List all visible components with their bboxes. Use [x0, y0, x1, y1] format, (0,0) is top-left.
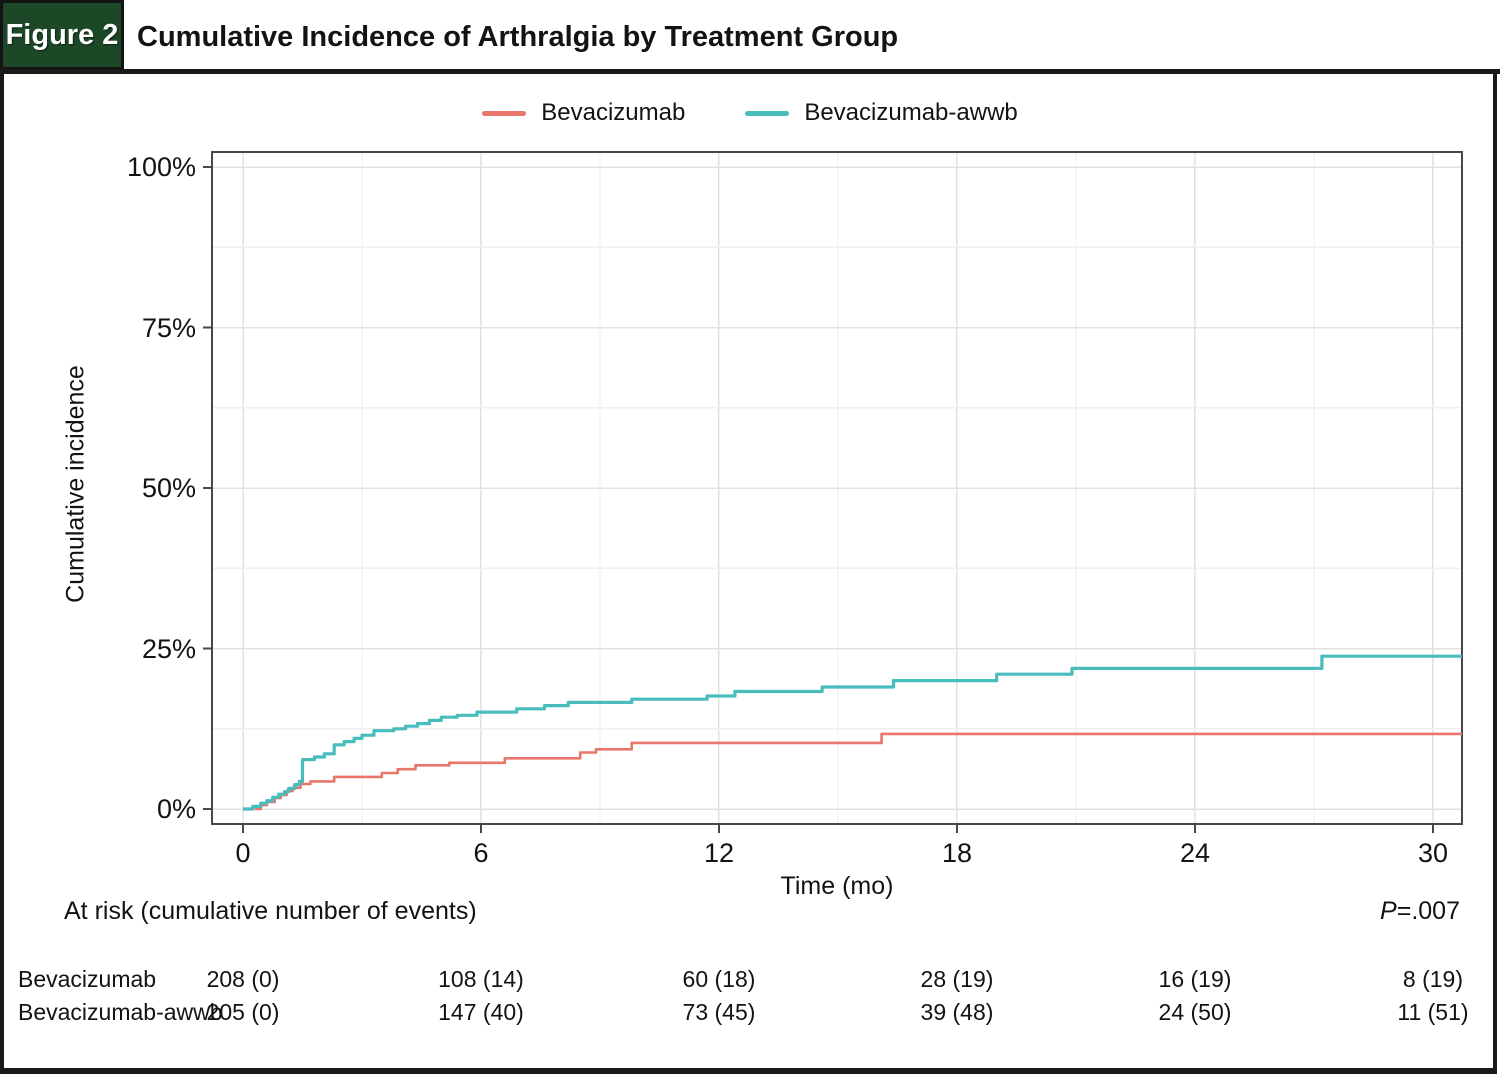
at-risk-cell-r2-t24: 24 (50) — [1158, 999, 1232, 1025]
at-risk-cell-r1-t0: 208 (0) — [206, 966, 280, 992]
y-tick-label-50: 50% — [141, 473, 196, 503]
x-tick-label-0: 0 — [235, 838, 251, 868]
axis-tick-marks — [203, 166, 1434, 833]
at-risk-row-label-2: Bevacizumab-awwb — [18, 999, 223, 1025]
legend-item-bevacizumab: Bevacizumab — [482, 99, 685, 127]
at-risk-cell-r1-t18: 28 (19) — [920, 966, 994, 992]
y-tick-label-0: 0% — [156, 794, 196, 824]
legend-item-bevacizumab-awwb: Bevacizumab-awwb — [745, 99, 1018, 127]
y-tick-label-75: 75% — [141, 312, 196, 343]
y-tick-label-25: 25% — [141, 633, 196, 664]
figure-border-left — [0, 69, 4, 1074]
at-risk-cell-r2-t12: 73 (45) — [682, 999, 756, 1025]
series-line-bevacizumab-awwb — [243, 654, 1462, 811]
x-tick-label-12: 12 — [703, 838, 734, 868]
at-risk-caption: At risk (cumulative number of events) — [64, 897, 477, 925]
at-risk-cell-r1-t30: 8 (19) — [1402, 966, 1464, 992]
y-axis-title: Cumulative incidence — [61, 365, 90, 603]
legend: Bevacizumab Bevacizumab-awwb — [0, 98, 1500, 128]
at-risk-cell-r1-t6: 108 (14) — [438, 966, 524, 992]
legend-label-bevacizumab: Bevacizumab — [541, 99, 686, 126]
figure-label: Figure 2 — [5, 18, 119, 51]
at-risk-cell-r2-t6: 147 (40) — [438, 999, 524, 1025]
x-tick-label-6: 6 — [473, 838, 489, 868]
legend-label-bevacizumab-awwb: Bevacizumab-awwb — [804, 99, 1018, 126]
p-value: P=.007 — [1380, 897, 1460, 925]
at-risk-cell-r1-t12: 60 (18) — [682, 966, 756, 992]
at-risk-cell-r2-t30: 11 (51) — [1397, 999, 1469, 1025]
series-line-bevacizumab — [254, 732, 1462, 811]
at-risk-row-label-1: Bevacizumab — [18, 966, 157, 992]
legend-swatch-bevacizumab-awwb — [745, 110, 790, 116]
legend-swatch-bevacizumab — [482, 110, 527, 116]
figure-label-box: Figure 2 — [0, 0, 124, 70]
at-risk-cell-r1-t24: 16 (19) — [1158, 966, 1232, 992]
y-tick-label-100: 100% — [126, 152, 196, 182]
gridlines — [212, 152, 1462, 824]
figure-border-bottom — [0, 1068, 1497, 1074]
header-rule — [0, 69, 1500, 74]
at-risk-cell-r2-t0: 205 (0) — [206, 999, 280, 1025]
x-axis-title: Time (mo) — [780, 872, 894, 900]
at-risk-cell-r2-t18: 39 (48) — [920, 999, 994, 1025]
figure-border-right — [1493, 69, 1497, 1074]
x-tick-label-24: 24 — [1179, 838, 1210, 868]
x-tick-label-30: 30 — [1417, 838, 1448, 868]
x-tick-label-18: 18 — [941, 838, 972, 868]
figure-title: Cumulative Incidence of Arthralgia by Tr… — [137, 21, 899, 53]
